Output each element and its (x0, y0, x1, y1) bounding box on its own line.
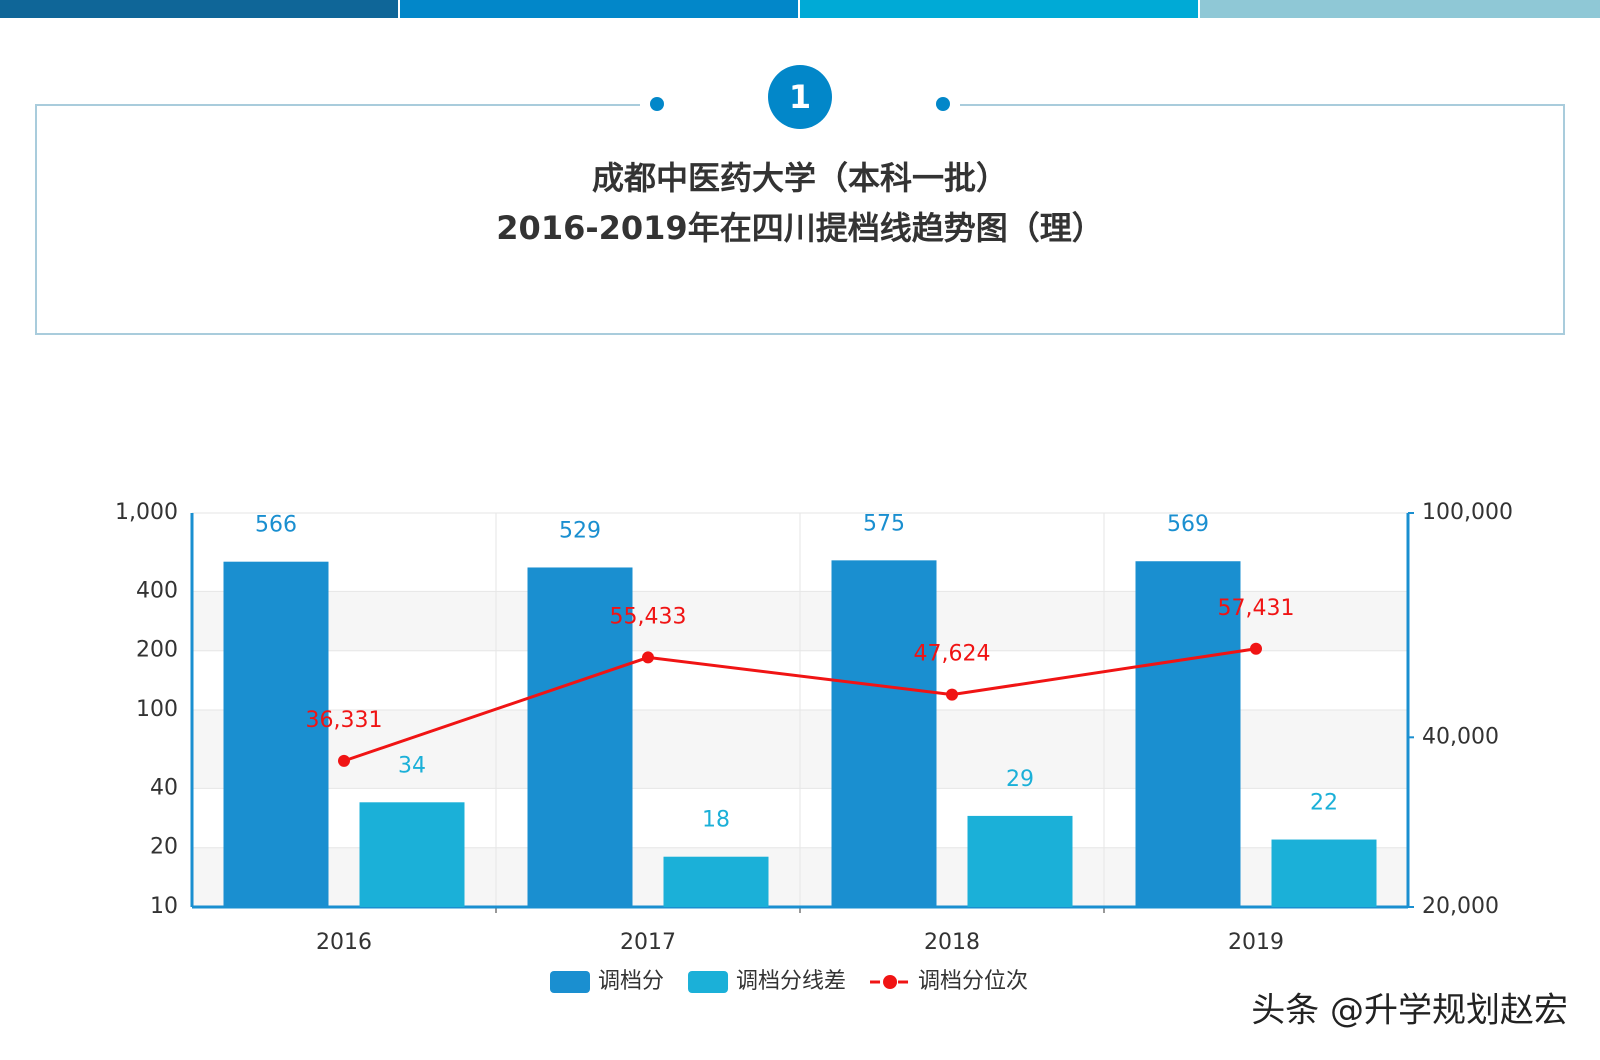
legend-swatch (688, 971, 729, 993)
stripe (400, 0, 798, 18)
y-tick-label: 10 (150, 894, 178, 919)
value-label: 18 (702, 808, 730, 833)
y-tick-label: 200 (136, 638, 178, 663)
dot (936, 97, 950, 111)
value-label: 529 (559, 518, 601, 543)
value-label: 57,431 (1218, 596, 1295, 621)
legend-swatch (550, 971, 590, 993)
value-label: 575 (863, 511, 905, 536)
legend-label: 调档分线差 (736, 969, 846, 994)
title: 2016-2019年在四川提档线趋势图（理） (496, 209, 1103, 247)
x-tick-label: 2019 (1228, 930, 1284, 955)
bar (223, 561, 329, 907)
bar (527, 567, 633, 907)
number-badge (768, 65, 832, 129)
bar (831, 560, 937, 907)
value-label: 34 (398, 753, 426, 778)
legend-label: 调档分位次 (918, 969, 1028, 994)
value-label: 569 (1167, 512, 1209, 537)
x-tick-label: 2017 (620, 930, 676, 955)
y2-tick-label: 100,000 (1422, 500, 1513, 525)
x-tick-label: 2018 (924, 930, 980, 955)
y2-tick-label: 40,000 (1422, 724, 1499, 749)
bar (1135, 561, 1241, 907)
title: 成都中医药大学（本科一批） (592, 159, 1008, 197)
line (343, 647, 1257, 763)
stripe (0, 0, 398, 18)
value-label: 566 (255, 513, 297, 538)
y-tick-label: 1,000 (115, 500, 178, 525)
point (338, 754, 350, 767)
y-tick-label: 20 (150, 835, 178, 860)
bar (359, 802, 465, 907)
bar (663, 856, 769, 907)
x-tick-label: 2016 (316, 930, 372, 955)
point (642, 651, 654, 664)
y-tick-label: 100 (136, 697, 178, 722)
watermark: 头条 @升学规划赵宏 (1251, 991, 1568, 1031)
value-label: 29 (1006, 767, 1034, 792)
legend-swatch (883, 975, 898, 989)
dot (650, 97, 664, 111)
value-label: 55,433 (610, 604, 687, 629)
point (1250, 642, 1262, 655)
point (946, 688, 958, 701)
legend-label: 调档分 (598, 969, 664, 994)
y-tick-label: 400 (136, 578, 178, 603)
y-tick-label: 40 (150, 775, 178, 800)
value-label: 36,331 (306, 708, 383, 733)
stripe (800, 0, 1198, 18)
value-label: 47,624 (914, 642, 991, 667)
number: 1 (789, 78, 811, 116)
stripe (1200, 0, 1600, 18)
value-label: 22 (1310, 791, 1338, 816)
chart: 10 20 40 100 200 400 1,000 20,000 40,000 100,000 2… (115, 500, 1513, 994)
bar (1271, 839, 1377, 907)
bar (967, 815, 1073, 907)
y2-tick-label: 20,000 (1422, 894, 1499, 919)
